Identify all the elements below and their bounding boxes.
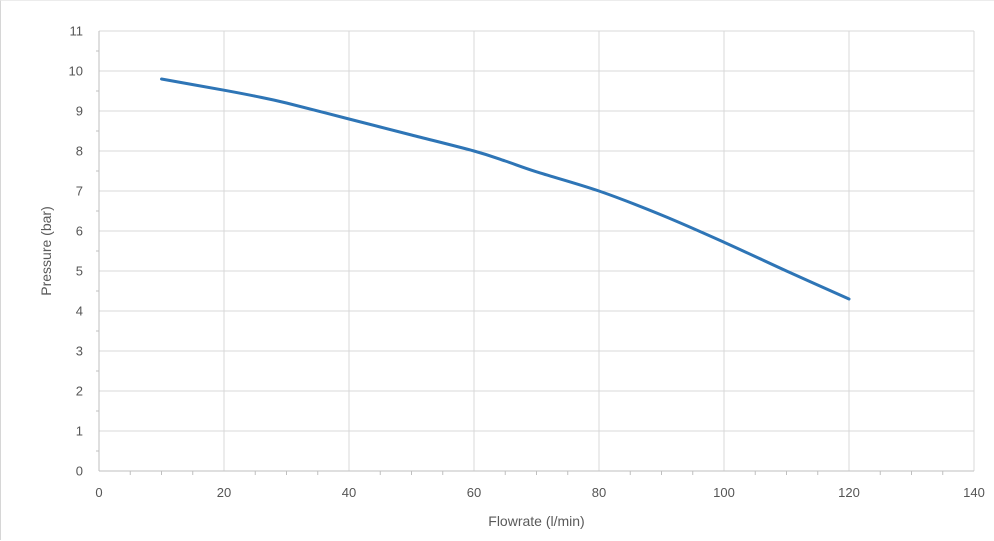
x-tick-label: 140: [963, 485, 985, 500]
y-tick-label: 1: [76, 424, 83, 439]
y-tick-label: 5: [76, 264, 83, 279]
y-tick-label: 0: [76, 464, 83, 479]
axes: [96, 31, 974, 475]
x-tick-label: 120: [838, 485, 860, 500]
gridlines: [99, 30, 975, 471]
tick-labels: 0 1 2 3 4 5 6 7 8 9 10 11 0 20 40 60 80 100 120 140: [69, 24, 985, 501]
series-line: [160, 77, 851, 301]
x-tick-label: 40: [342, 485, 356, 500]
x-tick-label: 20: [217, 485, 231, 500]
y-tick-label: 6: [76, 224, 83, 239]
y-tick-label: 9: [76, 104, 83, 119]
y-tick-label: 4: [76, 304, 83, 319]
y-tick-label: 8: [76, 144, 83, 159]
series-layer: [160, 77, 851, 301]
y-tick-label: 11: [70, 24, 84, 39]
y-tick-label: 3: [76, 344, 83, 359]
x-axis-title: Flowrate (l/min): [488, 513, 584, 529]
x-tick-label: 80: [592, 485, 606, 500]
y-tick-label: 2: [76, 384, 83, 399]
y-tick-label: 10: [69, 64, 83, 79]
y-axis-title: Pressure (bar): [38, 206, 54, 295]
x-tick-label: 60: [467, 485, 481, 500]
x-tick-label: 0: [95, 485, 102, 500]
y-tick-label: 7: [76, 184, 83, 199]
x-tick-label: 100: [713, 485, 735, 500]
